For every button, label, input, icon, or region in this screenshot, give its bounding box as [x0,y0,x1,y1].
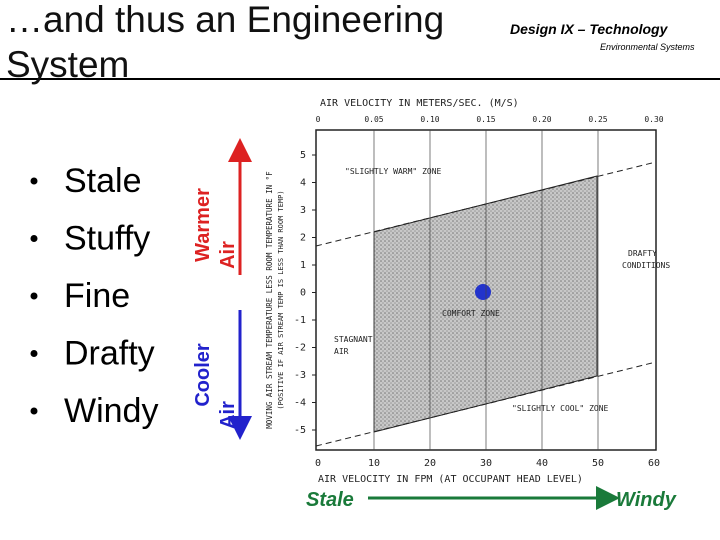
tick-label: 0.25 [588,115,607,124]
tick-label: 0 [316,115,321,124]
zone-label: DRAFTY [628,249,657,258]
tick-label: 10 [368,458,380,469]
tick-label: -5 [294,425,306,436]
tick-label: 5 [300,150,306,161]
tick-label: 4 [300,178,306,189]
title: System [6,44,129,85]
bullet-dot [30,235,38,242]
axis-label: AIR VELOCITY IN METERS/SEC. (M/S) [320,98,519,109]
zone-label: COMFORT ZONE [442,309,500,318]
subtitle: Environmental Systems [600,42,695,52]
course: Design IX – Technology [510,21,669,37]
bullet: Stale [64,162,142,200]
bullet: Fine [64,277,130,315]
tick-label: 60 [648,458,660,469]
axis-label: AIR VELOCITY IN FPM (AT OCCUPANT HEAD LE… [318,474,583,485]
tick-label: 3 [300,205,306,216]
side-label: Air [217,401,239,429]
tick-label: 20 [424,458,436,469]
tick-label: 0 [300,288,306,299]
tick-label: 50 [592,458,604,469]
side-label: Warmer [192,188,214,262]
bullet: Drafty [64,335,155,373]
tick-label: 40 [536,458,548,469]
bullet: Windy [64,392,158,430]
zone-label: STAGNANT [334,335,373,344]
bullet-dot [30,407,38,415]
scale-label: Stale [306,489,354,511]
bullet: Stuffy [64,220,150,258]
tick-label: 0.30 [644,115,663,124]
tick-label: 0 [315,458,321,469]
bullet-dot [30,177,38,185]
axis-label: (POSITIVE IF AIR STREAM TEMP IS LESS THA… [277,190,285,409]
tick-label: 1 [300,260,306,271]
zone-label: AIR [334,347,349,356]
scale-label: Windy [616,489,677,511]
bullet-dot [30,350,38,357]
tick-label: 0.20 [532,115,551,124]
tick-label: 2 [300,233,306,244]
marker-dot [475,284,491,300]
tick-label: -2 [294,343,306,354]
side-label: Air [217,241,239,269]
tick-label: 0.10 [420,115,439,124]
axis-label: MOVING AIR STREAM TEMPERATURE LESS ROOM … [265,171,274,429]
tick-label: 30 [480,458,492,469]
bullet-dot [30,292,38,300]
zone-label: CONDITIONS [622,261,670,270]
title: …and thus an Engineering [6,0,444,40]
side-label: Cooler [192,343,214,407]
zone-label: "SLIGHTLY COOL" ZONE [512,404,609,413]
tick-label: 0.05 [364,115,383,124]
tick-label: -4 [294,398,306,409]
tick-label: -3 [294,370,306,381]
zone-label: "SLIGHTLY WARM" ZONE [345,167,442,176]
tick-label: -1 [294,315,306,326]
tick-label: 0.15 [476,115,495,124]
